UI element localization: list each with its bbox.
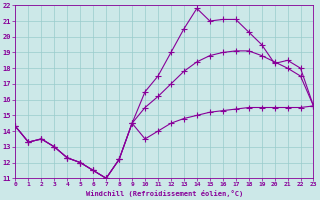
X-axis label: Windchill (Refroidissement éolien,°C): Windchill (Refroidissement éolien,°C) (86, 190, 243, 197)
